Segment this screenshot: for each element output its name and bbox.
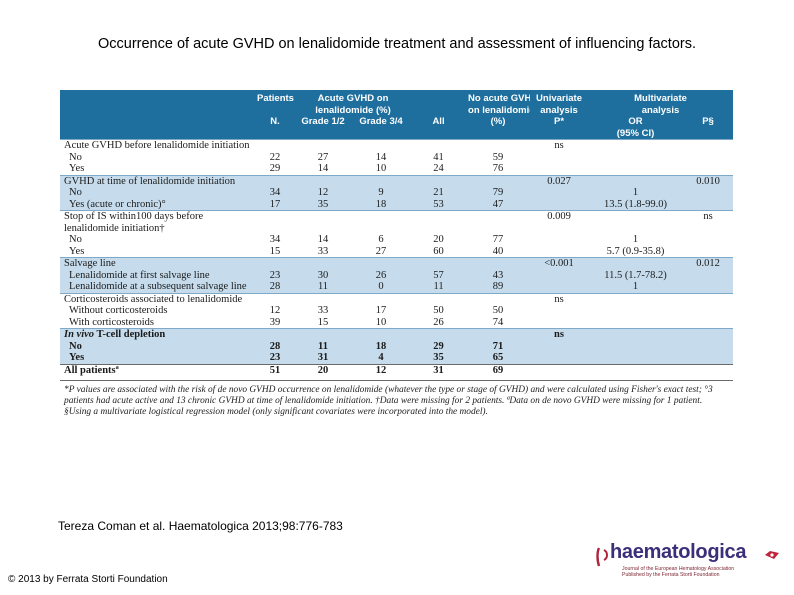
header-univariate: Univariate: [530, 90, 589, 105]
citation: Tereza Coman et al. Haematologica 2013;9…: [58, 519, 343, 533]
journal-logo-icon: [596, 547, 608, 567]
header-p-univariate: P*: [530, 116, 589, 128]
header-acute-gvhd: Acute GVHD on: [295, 90, 412, 105]
header-grade-3-4: Grade 3/4: [351, 116, 412, 128]
logo-tagline-2: Published by the Ferrata Storti Foundati…: [622, 572, 720, 578]
header-ci: (95% CI): [588, 127, 684, 140]
table-header: Patients Acute GVHD on No acute GVHD Uni…: [60, 90, 734, 140]
table-row: No 34 14 6 20 77 1: [69, 234, 639, 245]
table-row: Yes (acute or chronic)° 17 35 18 53 47 13.5 (…: [60, 198, 734, 211]
header-n: N.: [255, 116, 295, 128]
table-footnote: *P values are associated with the risk o…: [60, 379, 733, 419]
table-row: No 22 27 14 41 59: [69, 151, 504, 163]
header-multivariate-2: analysis: [588, 104, 734, 116]
header-pct: (%): [466, 116, 531, 128]
table-row: Yes 29 14 10 24 76: [69, 163, 504, 174]
table-row: lenalidomide initiation†: [64, 222, 165, 234]
table-row: Yes 23 31 4 35 65: [60, 352, 734, 364]
table-row: Acute GVHD before lenalidomide initiatio…: [60, 139, 734, 152]
copyright: © 2013 by Ferrata Storti Foundation: [8, 574, 168, 585]
header-univariate-2: analysis: [530, 104, 589, 116]
table-row: No 28 11 18 29 71: [60, 340, 734, 352]
table-row: Without corticosteroids 12 33 17 50 50: [69, 305, 504, 316]
table-row-total: All patientsª 51 20 12 31 69: [60, 363, 734, 378]
table-row: Corticosteroids associated to lenalidomi…: [60, 292, 734, 305]
header-or: OR: [588, 116, 684, 128]
eha-emblem-icon: [765, 551, 779, 559]
header-no-acute-gvhd-2: on lenalidomide: [466, 104, 531, 116]
slide-title: Occurrence of acute GVHD on lenalidomide…: [97, 36, 697, 52]
table-row: In vivo T-cell depletion ns: [60, 328, 734, 341]
header-no-acute-gvhd: No acute GVHD: [466, 90, 531, 105]
logo-tagline-1: Journal of the European Hematology Assoc…: [622, 566, 735, 572]
table-row: Yes 15 33 27 60 40 5.7 (0.9-35.8): [69, 245, 665, 257]
results-table: Patients Acute GVHD on No acute GVHD Uni…: [60, 90, 734, 419]
header-p-multivariate: P§: [683, 116, 734, 128]
table-row: No 34 12 9 21 79 1: [60, 187, 734, 199]
table-row: Salvage line <0.001 0.012: [60, 257, 734, 270]
header-multivariate: Multivariate: [588, 90, 734, 105]
header-grade-1-2: Grade 1/2: [295, 116, 351, 128]
table-row: With corticosteroids 39 15 10 26 74: [69, 316, 504, 328]
header-acute-gvhd-2: lenalidomide (%): [295, 104, 412, 116]
table-row: Lenalidomide at a subsequent salvage lin…: [60, 281, 734, 293]
table-row: GVHD at time of lenalidomide initiation …: [60, 174, 734, 187]
logo-name: haematologica: [610, 541, 747, 563]
header-patients: Patients: [255, 90, 295, 105]
table-row: Stop of IS within100 days before 0.009 ns: [60, 210, 734, 223]
table-row: Lenalidomide at first salvage line 23 30 2…: [60, 269, 734, 281]
header-all: All: [411, 116, 467, 128]
haematologica-logo: haematologica Journal of the European He…: [596, 541, 782, 578]
